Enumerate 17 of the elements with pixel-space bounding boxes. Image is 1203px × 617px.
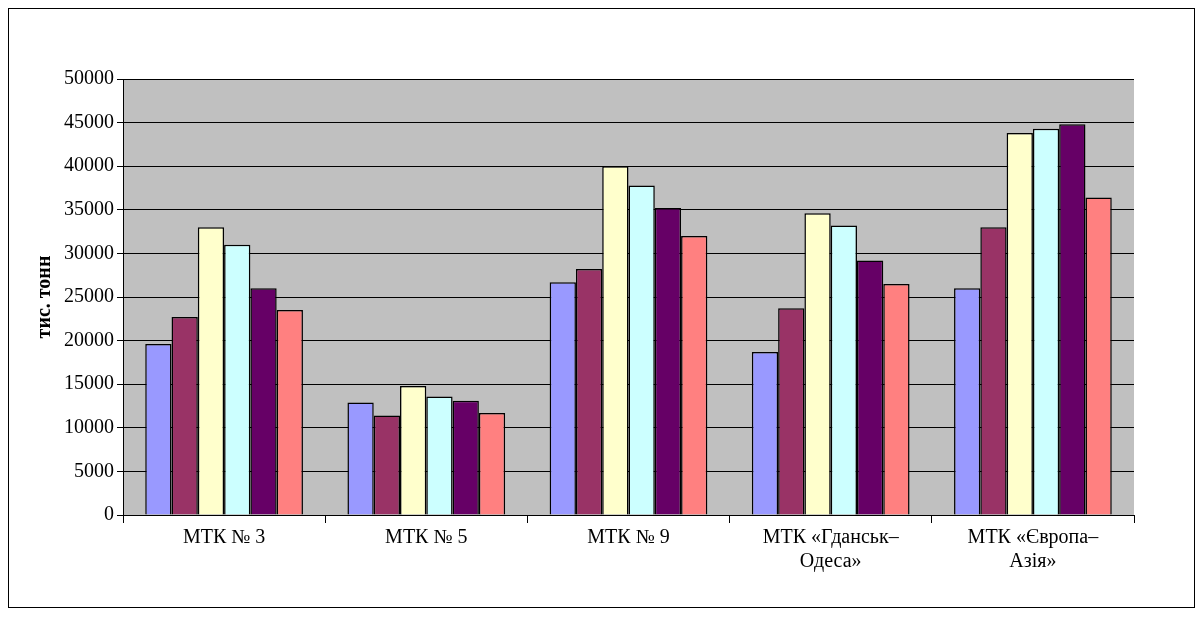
y-axis-title: тис. тонн — [32, 255, 55, 339]
y-tick-label: 40000 — [64, 153, 114, 176]
x-tick-label: МТК «Європа–Азія» — [967, 525, 1100, 572]
x-tick-label: МТК № 9 — [587, 525, 670, 548]
y-tick-label: 25000 — [64, 284, 114, 307]
y-tick-label: 5000 — [74, 458, 114, 481]
y-tick-label: 45000 — [64, 109, 114, 132]
y-tick-label: 35000 — [64, 197, 114, 220]
x-tick-label: МТК № 5 — [385, 525, 468, 548]
y-tick-label: 30000 — [64, 240, 114, 263]
y-tick-label: 10000 — [64, 415, 114, 438]
y-tick-label: 50000 — [64, 66, 114, 89]
y-tick-label: 15000 — [64, 371, 114, 394]
x-tick-label: МТК «Гданськ–Одеса» — [762, 525, 900, 573]
x-tick-label: МТК № 3 — [182, 525, 266, 548]
y-tick-label: 20000 — [64, 327, 114, 350]
y-tick-label: 0 — [104, 502, 114, 525]
